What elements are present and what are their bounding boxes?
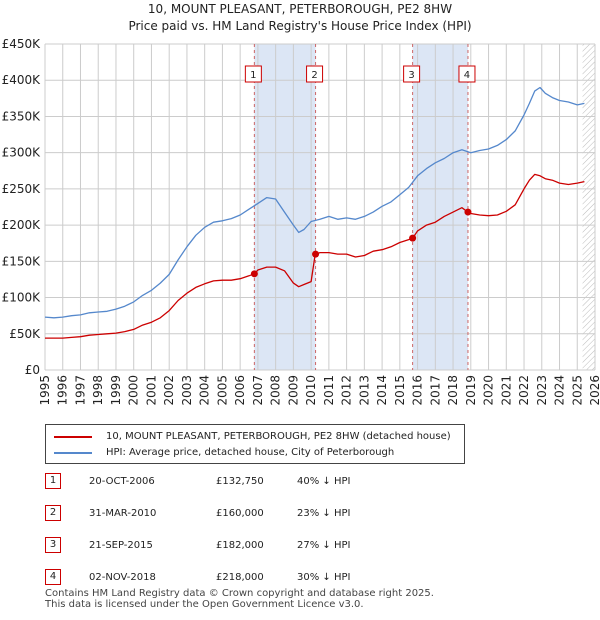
title-line-1: 10, MOUNT PLEASANT, PETERBOROUGH, PE2 8H… <box>147 2 453 16</box>
x-tick-label: 1998 <box>91 375 105 406</box>
sale-price: £182,000 <box>216 540 264 551</box>
sale-date: 31-MAR-2010 <box>89 508 157 519</box>
sale-marker-badge: 1 <box>45 473 61 489</box>
x-tick-label: 2002 <box>162 375 176 406</box>
sale-marker-box <box>458 65 476 83</box>
x-tick-label: 2018 <box>446 375 460 406</box>
footer-line-1: Contains HM Land Registry data © Crown c… <box>45 588 434 599</box>
y-tick-label: £300K <box>2 146 42 160</box>
price-chart: 1 2 3 4 £0 £50K £100K £150K £200K £250K £300K £350K… <box>2 37 600 406</box>
sale-marker-badge: 3 <box>45 537 61 553</box>
sale-hpi-diff: 40% ↓ HPI <box>297 476 351 487</box>
legend-label-property: 10, MOUNT PLEASANT, PETERBOROUGH, PE2 8H… <box>106 431 451 442</box>
x-tick-label: 2019 <box>464 375 478 406</box>
shaded-period <box>254 44 316 370</box>
x-tick-label: 2025 <box>570 375 584 406</box>
sale-hpi-diff: 30% ↓ HPI <box>297 572 351 583</box>
sale-marker-label: 4 <box>464 70 470 81</box>
sale-marker-box <box>244 65 262 83</box>
y-tick-label: £400K <box>2 73 42 87</box>
y-tick-label: £100K <box>2 291 42 305</box>
y-tick-label: £200K <box>2 218 42 232</box>
future-hatch-region <box>582 44 595 370</box>
sale-marker-label: 2 <box>311 70 317 81</box>
sale-date: 20-OCT-2006 <box>89 476 155 487</box>
x-tick-label: 2026 <box>588 375 600 406</box>
shaded-period <box>412 44 468 370</box>
sale-point <box>250 270 258 278</box>
sale-price: £218,000 <box>216 572 264 583</box>
x-tick-label: 2006 <box>233 375 247 406</box>
footer-line-2: This data is licensed under the Open Gov… <box>45 599 364 610</box>
sale-hpi-diff: 27% ↓ HPI <box>297 540 351 551</box>
y-tick-label: £350K <box>2 109 42 123</box>
sale-point <box>464 208 472 216</box>
x-tick-label: 2007 <box>251 375 265 406</box>
x-tick-label: 2009 <box>286 375 300 406</box>
x-tick-label: 1999 <box>109 375 123 406</box>
sale-date: 21-SEP-2015 <box>89 540 153 551</box>
hpi-series-line <box>44 86 585 319</box>
x-tick-label: 2022 <box>517 375 531 406</box>
title-line-2: Price paid vs. HM Land Registry's House … <box>128 19 472 33</box>
chart-legend: 10, MOUNT PLEASANT, PETERBOROUGH, PE2 8H… <box>45 424 465 464</box>
sale-marker-badge: 4 <box>45 569 61 585</box>
x-tick-label: 2001 <box>144 375 158 406</box>
x-tick-label: 2005 <box>215 375 229 406</box>
sale-price: £132,750 <box>216 476 264 487</box>
legend-swatch-property <box>54 436 92 438</box>
x-tick-label: 2012 <box>340 375 354 406</box>
x-tick-label: 2017 <box>428 375 442 406</box>
x-tick-label: 2011 <box>322 375 336 406</box>
x-tick-label: 2016 <box>411 375 425 406</box>
x-tick-label: 2015 <box>393 375 407 406</box>
x-tick-label: 2003 <box>180 375 194 406</box>
x-tick-label: 2021 <box>499 375 513 406</box>
legend-label-hpi: HPI: Average price, detached house, City… <box>106 447 395 458</box>
x-tick-label: 1996 <box>56 375 70 406</box>
sale-marker-box <box>306 65 324 83</box>
x-tick-label: 2023 <box>535 375 549 406</box>
sale-row: 2 31-MAR-2010 £160,000 23% ↓ HPI <box>45 504 565 524</box>
sale-price: £160,000 <box>216 508 264 519</box>
y-tick-label: £50K <box>9 327 41 341</box>
x-tick-label: 2020 <box>482 375 496 406</box>
sale-row: 4 02-NOV-2018 £218,000 30% ↓ HPI <box>45 568 565 588</box>
sale-hpi-diff: 23% ↓ HPI <box>297 508 351 519</box>
x-tick-label: 1997 <box>73 375 87 406</box>
footer-attribution: Contains HM Land Registry data © Crown c… <box>45 588 434 610</box>
sale-marker-badge: 2 <box>45 505 61 521</box>
x-tick-label: 2004 <box>198 375 212 406</box>
sale-date: 02-NOV-2018 <box>89 572 156 583</box>
sale-marker-box <box>403 65 421 83</box>
x-tick-label: 2008 <box>269 375 283 406</box>
legend-swatch-hpi <box>54 452 92 454</box>
y-tick-label: £150K <box>2 254 42 268</box>
x-tick-label: 2013 <box>357 375 371 406</box>
y-tick-label: £0 <box>25 363 40 377</box>
sale-marker-label: 1 <box>250 70 256 81</box>
sale-row: 1 20-OCT-2006 £132,750 40% ↓ HPI <box>45 472 565 492</box>
x-tick-label: 2010 <box>304 375 318 406</box>
sale-row: 3 21-SEP-2015 £182,000 27% ↓ HPI <box>45 536 565 556</box>
x-tick-label: 2014 <box>375 375 389 406</box>
y-tick-label: £450K <box>2 37 42 51</box>
sale-point <box>409 234 417 242</box>
x-tick-label: 2024 <box>553 375 567 406</box>
y-tick-label: £250K <box>2 182 42 196</box>
chart-title: 10, MOUNT PLEASANT, PETERBOROUGH, PE2 8H… <box>0 1 600 35</box>
sale-marker-label: 3 <box>408 70 414 81</box>
sale-point <box>312 250 320 258</box>
x-tick-label: 1995 <box>38 375 52 406</box>
x-tick-label: 2000 <box>127 375 141 406</box>
